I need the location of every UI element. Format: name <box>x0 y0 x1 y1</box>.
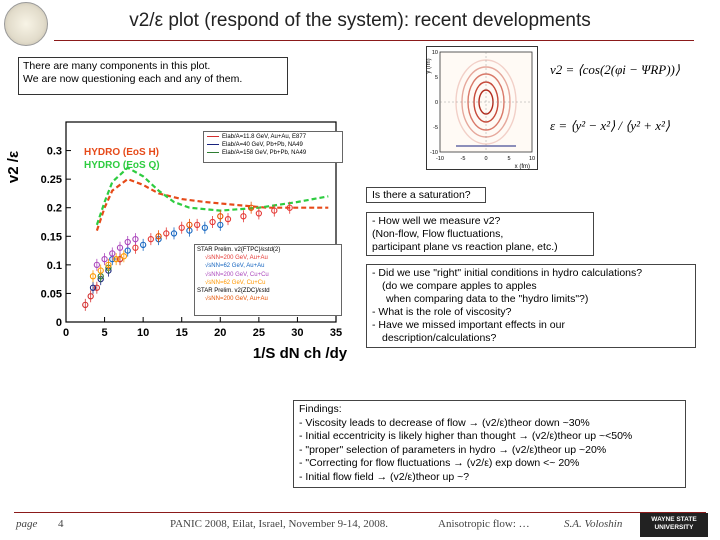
data-point <box>193 221 201 229</box>
data-point <box>163 230 170 237</box>
legend-entry: √sNN=62 GeV, Cu+Cu <box>205 279 266 286</box>
data-point <box>101 255 108 263</box>
eccentricity-contour-plot: -10 -5 0 5 10 -10 -5 0 5 10 x (fm) y (fm) <box>426 50 535 170</box>
legend-entry: √sNN=200 GeV, Cu+Cu <box>205 271 269 278</box>
questions-box: - Did we use "right" initial conditions … <box>366 264 696 348</box>
x-tick-label: 35 <box>330 327 342 339</box>
contour-y-tick-label: -5 <box>433 125 438 131</box>
data-point <box>105 261 112 269</box>
contour-y-tick-label: 0 <box>435 100 438 106</box>
x-tick-label: 5 <box>102 327 108 339</box>
legend-entry: Elab/A=11.8 GeV, Au+Au, E877 <box>206 133 340 141</box>
page-title: v2/ε plot (respond of the system): recen… <box>129 10 591 31</box>
data-point <box>109 250 116 257</box>
contour-x-axis-label: x (fm) <box>515 164 530 170</box>
data-point <box>240 213 247 220</box>
x-tick-label: 30 <box>291 327 303 339</box>
data-point <box>147 235 155 243</box>
data-point <box>286 204 293 211</box>
y-tick-label: 0.25 <box>41 174 62 186</box>
x-axis-label: 1/S dN ch /dy <box>253 345 348 362</box>
data-point <box>255 210 263 217</box>
conference-label: PANIC 2008, Eilat, Israel, November 9-14… <box>170 518 389 530</box>
footer-divider <box>14 512 706 513</box>
intro-note: There are many components in this plot. … <box>18 57 288 95</box>
findings-box: Findings: - Viscosity leads to decrease … <box>293 400 686 488</box>
data-point <box>186 221 193 229</box>
y-tick-label: 0 <box>56 317 62 329</box>
contour-x-tick-label: 5 <box>507 156 510 162</box>
university-logo: WAYNE STATE UNIVERSITY <box>640 513 708 537</box>
contour-x-tick-label: -5 <box>461 156 466 162</box>
x-tick-label: 20 <box>214 327 226 339</box>
data-point <box>178 224 185 231</box>
panic-logo <box>4 2 48 46</box>
plot-frame <box>65 121 337 323</box>
hydro-eos-h-label: HYDRO (EoS H) <box>84 147 159 158</box>
data-point <box>89 284 97 291</box>
x-tick-label: 10 <box>137 327 149 339</box>
saturation-box: Is there a saturation? <box>366 187 486 203</box>
data-point <box>120 253 128 260</box>
data-point <box>93 284 101 291</box>
energy-legend: Elab/A=11.8 GeV, Au+Au, E877 Elab/A=40 G… <box>203 131 343 163</box>
star-legend: STAR Prelim. v2{FTPC}/εstd{2} √sNN=200 G… <box>194 244 342 316</box>
data-point <box>271 207 278 214</box>
x-tick-label: 0 <box>63 327 69 339</box>
star-legend-header: STAR Prelim. v2{ZDC}/εstd <box>197 288 270 295</box>
page-label: page <box>16 518 38 530</box>
star-legend-header: STAR Prelim. v2{FTPC}/εstd{2} <box>197 247 281 253</box>
x-tick-label: 15 <box>176 327 188 339</box>
data-point <box>155 233 162 240</box>
contour-y-axis-label: y (fm) <box>426 58 432 73</box>
data-point <box>116 244 124 251</box>
y-tick-label: 0.15 <box>41 231 62 243</box>
contour-y-tick-label: 10 <box>432 50 438 56</box>
v2-formula: v2 = ⟨cos(2(φi − ΨRP))⟩ <box>550 62 680 77</box>
legend-entry: Elab/A=158 GeV, Pb+Pb, NA49 <box>206 149 340 157</box>
data-point <box>132 235 139 243</box>
title-divider <box>54 40 694 41</box>
data-point <box>112 255 120 263</box>
measurement-box: - How well we measure v2? (Non-flow, Flo… <box>366 212 594 256</box>
hydro-curve <box>95 177 329 231</box>
contour-x-tick-label: 0 <box>484 156 487 162</box>
hydro-eos-q-label: HYDRO (EoS Q) <box>84 160 160 171</box>
v2-epsilon-chart: 0 5 10 15 20 25 30 35 0 0.05 0.1 0.15 0.2 0.25 0.3 1/S … <box>5 121 348 362</box>
page-number: 4 <box>58 518 64 530</box>
contour-y-tick-label: 5 <box>435 75 438 81</box>
contour-x-tick-label: 10 <box>529 156 535 162</box>
author-label: S.A. Voloshin <box>564 518 623 530</box>
y-tick-label: 0.05 <box>41 288 62 300</box>
legend-entry: √sNN=200 GeV, Au+Au <box>205 255 268 262</box>
data-point <box>224 215 232 223</box>
data-point <box>87 293 94 300</box>
data-point <box>247 204 255 211</box>
epsilon-formula: ε = ⟨y² − x²⟩ / ⟨y² + x²⟩ <box>550 118 671 133</box>
legend-entry: Elab/A=40 GeV, Pb+Pb, NA49 <box>206 141 340 149</box>
hydro-curve <box>95 166 329 226</box>
contour-x-tick-label: -10 <box>436 156 444 162</box>
y-axis-label: v2 /ε <box>5 151 22 183</box>
y-tick-label: 0.1 <box>47 260 62 272</box>
legend-entry: √sNN=62 GeV, Au+Au <box>205 263 265 270</box>
topic-label: Anisotropic flow: … <box>438 518 530 530</box>
contour-y-tick-label: -10 <box>430 150 438 156</box>
data-point <box>82 301 89 309</box>
data-point <box>124 238 131 246</box>
legend-entry: √sNN=200 GeV, Au+Au <box>205 296 268 303</box>
data-point <box>89 273 97 280</box>
data-point <box>139 241 147 249</box>
data-point <box>209 218 216 226</box>
y-tick-label: 0.3 <box>47 146 62 158</box>
data-point <box>217 213 224 220</box>
x-tick-label: 25 <box>253 327 265 339</box>
data-point <box>97 267 104 274</box>
data-point <box>201 224 209 231</box>
data-point <box>170 230 178 237</box>
y-tick-label: 0.2 <box>47 203 62 215</box>
data-point <box>93 261 101 269</box>
